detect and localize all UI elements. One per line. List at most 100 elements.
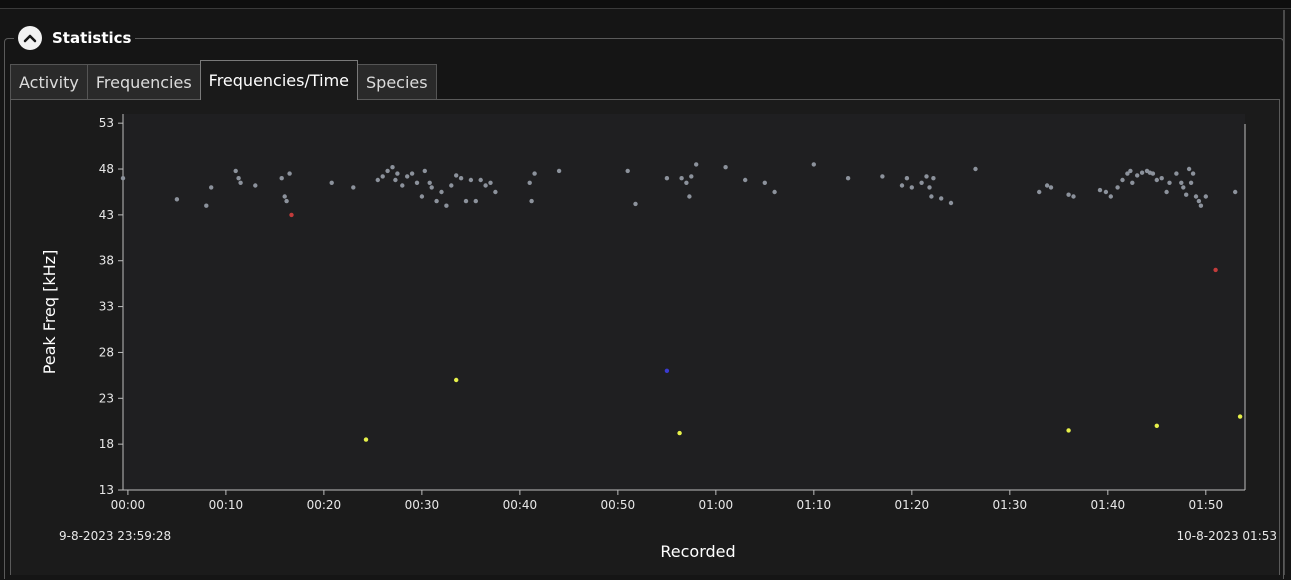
data-point-grey [409, 171, 415, 176]
x-tick-label: 00:40 [503, 498, 538, 512]
data-point-grey [478, 177, 483, 183]
data-point-grey [811, 162, 816, 167]
data-point-grey [1198, 203, 1204, 208]
data-point-yellow [1154, 423, 1160, 428]
x-tick-label: 01:50 [1189, 498, 1224, 512]
data-point-grey [762, 180, 767, 185]
tab-frequencies-time[interactable]: Frequencies/Time [199, 60, 359, 100]
data-point-grey [236, 176, 241, 181]
x-start-label: 9-8-2023 23:59:28 [59, 529, 171, 543]
data-point-grey [287, 171, 292, 176]
y-tick-label: 28 [99, 345, 114, 359]
data-point-red [1213, 267, 1218, 273]
x-tick-label: 00:00 [111, 498, 146, 512]
data-point-grey [233, 168, 238, 174]
data-point-grey [1150, 171, 1156, 176]
y-axis-title: Peak Freq [kHz] [40, 250, 59, 375]
data-point-grey [427, 180, 432, 185]
data-point-grey [1154, 177, 1160, 183]
y-tick-label: 43 [99, 208, 114, 222]
data-point-grey [633, 201, 638, 207]
data-point-grey [1103, 189, 1109, 195]
data-point-grey [743, 177, 748, 183]
x-tick-label: 00:20 [307, 498, 342, 512]
data-point-grey [625, 168, 630, 174]
y-tick-label: 18 [99, 437, 114, 451]
data-point-grey [927, 185, 932, 190]
data-point-grey [689, 174, 694, 179]
data-point-grey [483, 183, 488, 188]
data-point-grey [253, 183, 258, 188]
data-point-grey [282, 194, 287, 199]
data-point-grey [434, 198, 439, 204]
tab-strip: Activity Frequencies Frequencies/Time Sp… [10, 60, 437, 100]
data-point-grey [439, 189, 444, 195]
data-point-blue [664, 368, 670, 373]
tab-frequencies[interactable]: Frequencies [86, 64, 201, 100]
data-point-grey [279, 176, 284, 181]
data-point-grey [1120, 177, 1125, 183]
data-point-grey [931, 176, 936, 181]
data-point-grey [1196, 198, 1202, 204]
x-tick-label: 00:30 [405, 498, 440, 512]
data-point-grey [1159, 176, 1164, 181]
data-point-grey [694, 162, 699, 167]
data-point-yellow [363, 437, 369, 442]
data-point-grey [899, 183, 905, 188]
x-end-label: 10-8-2023 01:53 [1177, 529, 1278, 543]
data-point-grey [120, 176, 126, 181]
data-point-grey [527, 180, 532, 185]
chevron-up-icon[interactable] [18, 26, 42, 50]
data-point-grey [204, 203, 209, 208]
data-point-grey [174, 197, 180, 202]
data-point-grey [532, 171, 537, 176]
data-point-grey [1130, 180, 1135, 185]
data-point-grey [468, 177, 474, 183]
data-point-grey [393, 177, 398, 183]
data-point-grey [529, 198, 534, 204]
y-tick-label: 48 [99, 162, 114, 176]
data-point-grey [493, 189, 498, 195]
tab-activity[interactable]: Activity [10, 64, 88, 100]
x-tick-label: 01:00 [699, 498, 734, 512]
data-point-grey [454, 173, 459, 178]
data-point-yellow [677, 430, 682, 436]
data-point-grey [1184, 192, 1189, 197]
data-point-grey [375, 177, 380, 183]
data-point-grey [1164, 189, 1169, 195]
data-point-grey [1125, 171, 1130, 176]
data-point-yellow [1066, 428, 1071, 433]
data-point-grey [473, 198, 478, 204]
data-point-grey [390, 165, 395, 170]
data-point-grey [1188, 180, 1194, 185]
statistics-title: Statistics [52, 29, 132, 47]
data-point-grey [1135, 173, 1140, 178]
data-point-grey [429, 185, 434, 190]
data-point-grey [1048, 185, 1054, 190]
data-point-grey [1128, 168, 1133, 174]
data-point-grey [1115, 185, 1120, 190]
data-point-grey [385, 168, 390, 174]
data-point-grey [284, 198, 289, 204]
data-point-grey [556, 168, 562, 174]
data-point-yellow [454, 377, 459, 383]
data-point-red [289, 212, 294, 218]
data-point-grey [395, 171, 400, 176]
data-point-grey [664, 176, 670, 181]
data-point-grey [948, 200, 954, 206]
data-point-grey [1066, 192, 1071, 197]
statistics-header: Statistics [14, 24, 136, 52]
data-point-grey [463, 198, 469, 204]
data-point-grey [924, 174, 929, 179]
data-point-grey [488, 180, 493, 185]
tab-species[interactable]: Species [357, 64, 437, 100]
data-point-grey [1108, 194, 1114, 199]
data-point-grey [723, 165, 728, 170]
data-point-grey [1190, 171, 1196, 176]
data-point-grey [1174, 171, 1179, 176]
y-tick-label: 33 [99, 300, 114, 314]
frequencies-time-panel: 13 18 23 28 33 38 43 48 53 00:00 00:10 00:20 00:30 0… [10, 99, 1280, 575]
data-point-grey [209, 185, 214, 190]
data-point-grey [1203, 194, 1209, 199]
y-tick-label: 53 [99, 116, 114, 130]
